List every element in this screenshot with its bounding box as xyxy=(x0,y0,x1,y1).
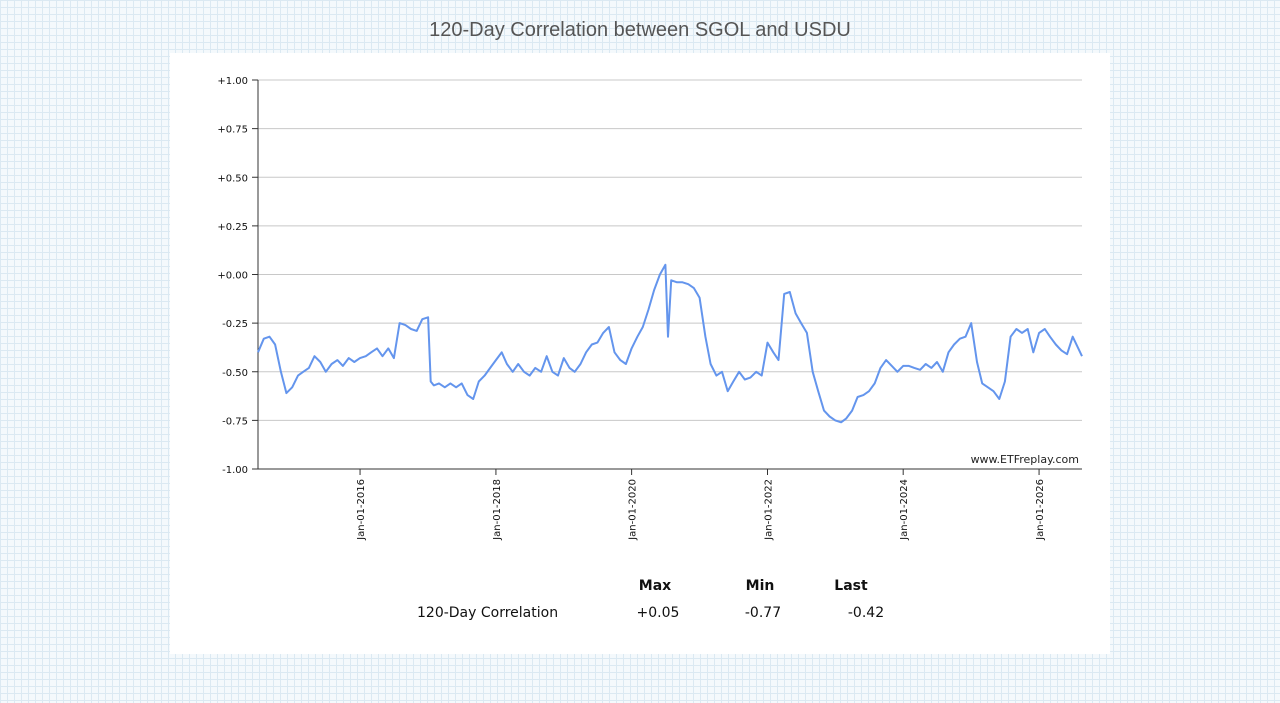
y-tick-label: -0.75 xyxy=(222,416,248,427)
x-tick-label: Jan-01-2026 xyxy=(1035,479,1046,541)
stats-header-last: Last xyxy=(834,578,868,594)
correlation-chart: +1.00 +0.75 +0.50 +0.25 +0.00 -0.25 -0.50 -0.75… xyxy=(217,76,1083,541)
y-tick-label: -1.00 xyxy=(222,465,248,476)
x-tick-label: Jan-01-2020 xyxy=(628,479,639,541)
stats-row-label: 120-Day Correlation xyxy=(417,605,559,621)
x-tick-label: Jan-01-2018 xyxy=(492,479,503,541)
chart-title: 120-Day Correlation between SGOL and USD… xyxy=(429,19,851,41)
stats-value-last: -0.42 xyxy=(847,605,885,621)
y-tick-label: +0.75 xyxy=(217,125,248,136)
x-tick-label: Jan-01-2022 xyxy=(763,479,774,541)
y-tick-label: -0.25 xyxy=(222,319,248,330)
stats-table: Max Min Last 120-Day Correlation +0.05 -… xyxy=(170,53,1110,654)
correlation-series-line xyxy=(257,263,1083,424)
stats-header-max: Max xyxy=(638,578,672,594)
watermark-text: www.ETFreplay.com xyxy=(971,453,1079,466)
y-tick-label: +0.25 xyxy=(217,222,248,233)
x-tick-label: Jan-01-2024 xyxy=(899,479,910,541)
y-tick-label: -0.50 xyxy=(222,368,248,379)
stats-value-min: -0.77 xyxy=(744,605,782,621)
stats-header-min: Min xyxy=(745,578,775,594)
stats-value-max: +0.05 xyxy=(636,605,680,621)
y-tick-label: +0.00 xyxy=(217,271,248,282)
chart-card: +1.00 +0.75 +0.50 +0.25 +0.00 -0.25 -0.50 -0.75… xyxy=(170,53,1110,654)
y-tick-label: +1.00 xyxy=(217,76,248,87)
x-tick-label: Jan-01-2016 xyxy=(356,479,367,541)
y-tick-label: +0.50 xyxy=(217,173,248,184)
